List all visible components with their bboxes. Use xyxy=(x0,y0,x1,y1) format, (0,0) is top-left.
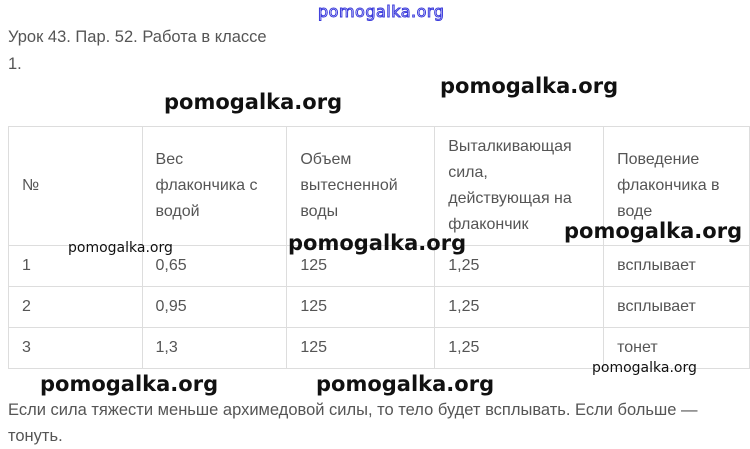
cell: всплывает xyxy=(603,245,750,287)
table-row: 2 0,95 125 1,25 всплывает xyxy=(8,286,750,328)
watermark: pomogalka.org xyxy=(40,372,219,396)
header-number: № xyxy=(8,126,143,246)
watermark: pomogalka.org xyxy=(68,240,173,256)
page-title: Урок 43. Пар. 52. Работа в классе xyxy=(8,28,267,46)
cell: 1,25 xyxy=(434,327,605,369)
cell: тонет xyxy=(603,327,750,369)
cell: 0,95 xyxy=(141,286,288,328)
results-table: № Вес флакончика с водой Объем вытесненн… xyxy=(8,126,750,369)
watermark: pomogalka.org xyxy=(316,372,495,396)
watermark: pomogalka.org xyxy=(564,219,743,243)
watermark: pomogalka.org xyxy=(164,90,343,114)
cell: 1,3 xyxy=(141,327,288,369)
watermark-top: pomogalka.org xyxy=(317,2,445,22)
cell: 125 xyxy=(286,286,436,328)
item-number: 1. xyxy=(8,55,22,73)
cell: 2 xyxy=(8,286,143,328)
header-volume: Объем вытесненной воды xyxy=(286,126,436,246)
watermark: pomogalka.org xyxy=(288,231,467,255)
watermark: pomogalka.org xyxy=(440,74,619,98)
cell: 125 xyxy=(286,327,436,369)
watermark: pomogalka.org xyxy=(592,360,697,376)
header-buoyant-force: Выталкивающая сила, действующая на флако… xyxy=(434,126,605,246)
header-behavior: Поведение флакончика в воде xyxy=(603,126,750,246)
cell: всплывает xyxy=(603,286,750,328)
cell: 3 xyxy=(8,327,143,369)
conclusion-text: Если сила тяжести меньше архимедовой сил… xyxy=(8,401,698,445)
table-row: 3 1,3 125 1,25 тонет xyxy=(8,327,750,369)
header-weight: Вес флакончика с водой xyxy=(141,126,288,246)
cell: 125 xyxy=(286,245,436,287)
cell: 1,25 xyxy=(434,286,605,328)
table-header-row: № Вес флакончика с водой Объем вытесненн… xyxy=(8,126,750,246)
cell: 1,25 xyxy=(434,245,605,287)
